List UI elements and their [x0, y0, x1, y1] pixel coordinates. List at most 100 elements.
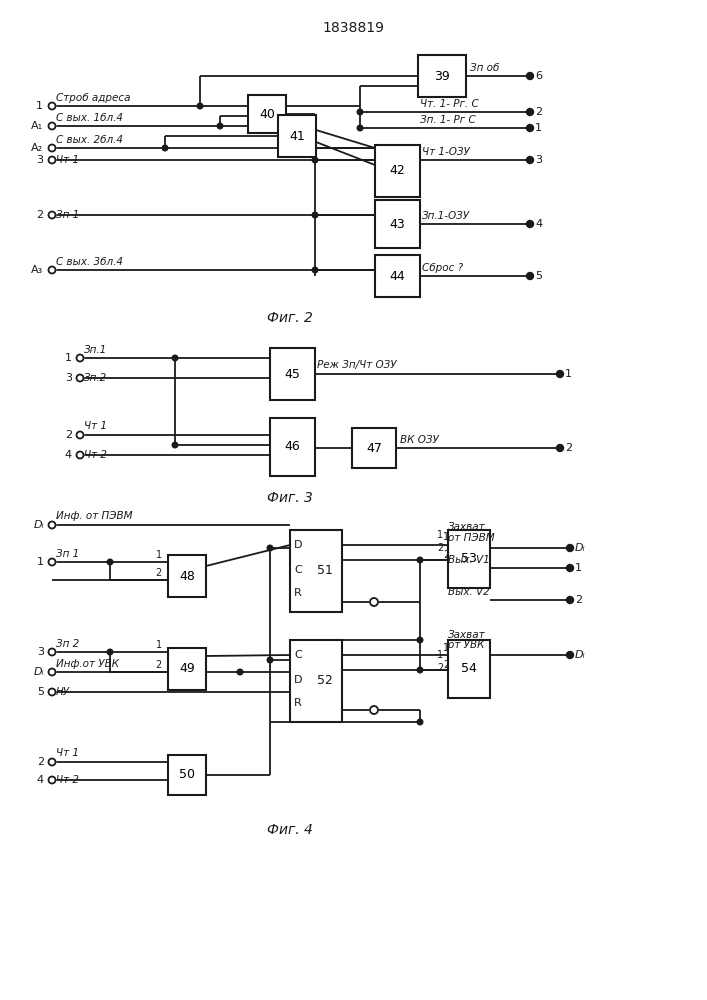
Text: Чт. 1- Рг. С: Чт. 1- Рг. С [420, 99, 479, 109]
Text: А₂: А₂ [31, 143, 43, 153]
Circle shape [267, 657, 273, 663]
Bar [375, 145, 420, 197]
Circle shape [49, 758, 56, 766]
Bar [248, 95, 286, 133]
Text: Чт 1: Чт 1 [56, 748, 79, 758]
Text: 2: 2 [156, 660, 162, 670]
Text: 47: 47 [366, 442, 382, 454]
Circle shape [566, 652, 573, 658]
Circle shape [49, 688, 56, 696]
Circle shape [162, 145, 168, 151]
Text: 48: 48 [179, 570, 195, 582]
Circle shape [49, 648, 56, 656]
Circle shape [566, 596, 573, 603]
Text: 46: 46 [285, 440, 300, 454]
Circle shape [197, 103, 203, 109]
Text: С вых. 1бл.4: С вых. 1бл.4 [56, 113, 123, 123]
Bar [290, 640, 342, 722]
Text: 5: 5 [535, 271, 542, 281]
Circle shape [527, 124, 534, 131]
Bar [168, 648, 206, 690]
Text: Строб адреса: Строб адреса [56, 93, 131, 103]
Circle shape [49, 122, 56, 129]
Text: R: R [294, 588, 302, 598]
Text: Чт 1: Чт 1 [56, 155, 79, 165]
Text: А₃: А₃ [30, 265, 43, 275]
Circle shape [49, 558, 56, 566]
Text: 40: 40 [259, 107, 275, 120]
Text: Захват: Захват [448, 630, 486, 640]
Circle shape [370, 598, 378, 606]
Circle shape [267, 545, 273, 551]
Text: А₁: А₁ [31, 121, 43, 131]
Bar [270, 348, 315, 400]
Text: 1: 1 [535, 123, 542, 133]
Bar [352, 428, 396, 468]
Circle shape [417, 667, 423, 673]
Text: НУ: НУ [56, 687, 70, 697]
Bar [448, 530, 490, 588]
Text: 1: 1 [156, 550, 162, 560]
Text: 2: 2 [437, 543, 443, 553]
Circle shape [417, 557, 423, 563]
Text: 2: 2 [156, 568, 162, 578]
Circle shape [49, 103, 56, 109]
Circle shape [527, 272, 534, 279]
Text: 2: 2 [565, 443, 572, 453]
Text: Зп.1-ОЗУ: Зп.1-ОЗУ [422, 211, 470, 221]
Text: Чт 2: Чт 2 [56, 775, 79, 785]
Text: 1: 1 [156, 640, 162, 650]
Circle shape [49, 522, 56, 528]
Text: Зп.2: Зп.2 [84, 373, 107, 383]
Text: C: C [294, 565, 302, 575]
Circle shape [357, 125, 363, 131]
Text: 2: 2 [443, 550, 449, 560]
Text: 2: 2 [37, 757, 44, 767]
Text: 2: 2 [65, 430, 72, 440]
Text: 4: 4 [535, 219, 542, 229]
Circle shape [49, 668, 56, 676]
Text: D: D [294, 540, 303, 550]
Text: Захват: Захват [448, 522, 486, 532]
Text: 3: 3 [37, 647, 44, 657]
Text: 2: 2 [36, 210, 43, 220]
Text: 52: 52 [317, 674, 333, 688]
Text: 2: 2 [575, 595, 582, 605]
Text: 1: 1 [65, 353, 72, 363]
Bar [290, 530, 342, 612]
Text: 1: 1 [575, 563, 582, 573]
Circle shape [566, 564, 573, 572]
Text: 50: 50 [179, 768, 195, 782]
Circle shape [173, 355, 177, 361]
Bar [168, 755, 206, 795]
Circle shape [357, 109, 363, 115]
Text: 3: 3 [65, 373, 72, 383]
Text: Чт 2: Чт 2 [84, 450, 107, 460]
Circle shape [566, 544, 573, 552]
Text: Инф.от УВК: Инф.от УВК [56, 659, 119, 669]
Circle shape [556, 370, 563, 377]
Text: 4: 4 [65, 450, 72, 460]
Text: 51: 51 [317, 564, 333, 578]
Text: Dᵢ: Dᵢ [33, 520, 44, 530]
Circle shape [76, 452, 83, 458]
Circle shape [49, 144, 56, 151]
Circle shape [107, 649, 113, 655]
Text: 2: 2 [437, 663, 443, 673]
Text: Зп.1: Зп.1 [84, 345, 107, 355]
Text: 43: 43 [390, 218, 405, 231]
Text: 54: 54 [461, 662, 477, 676]
Circle shape [49, 212, 56, 219]
Circle shape [527, 108, 534, 115]
Circle shape [370, 706, 378, 714]
Circle shape [417, 719, 423, 725]
Text: 1: 1 [443, 643, 449, 653]
Circle shape [312, 267, 318, 273]
Circle shape [312, 212, 318, 218]
Text: от ПЭВМ: от ПЭВМ [448, 533, 495, 543]
Text: C: C [294, 650, 302, 660]
Circle shape [417, 637, 423, 643]
Circle shape [217, 123, 223, 129]
Text: Вых. V2: Вых. V2 [448, 587, 490, 597]
Circle shape [49, 776, 56, 784]
